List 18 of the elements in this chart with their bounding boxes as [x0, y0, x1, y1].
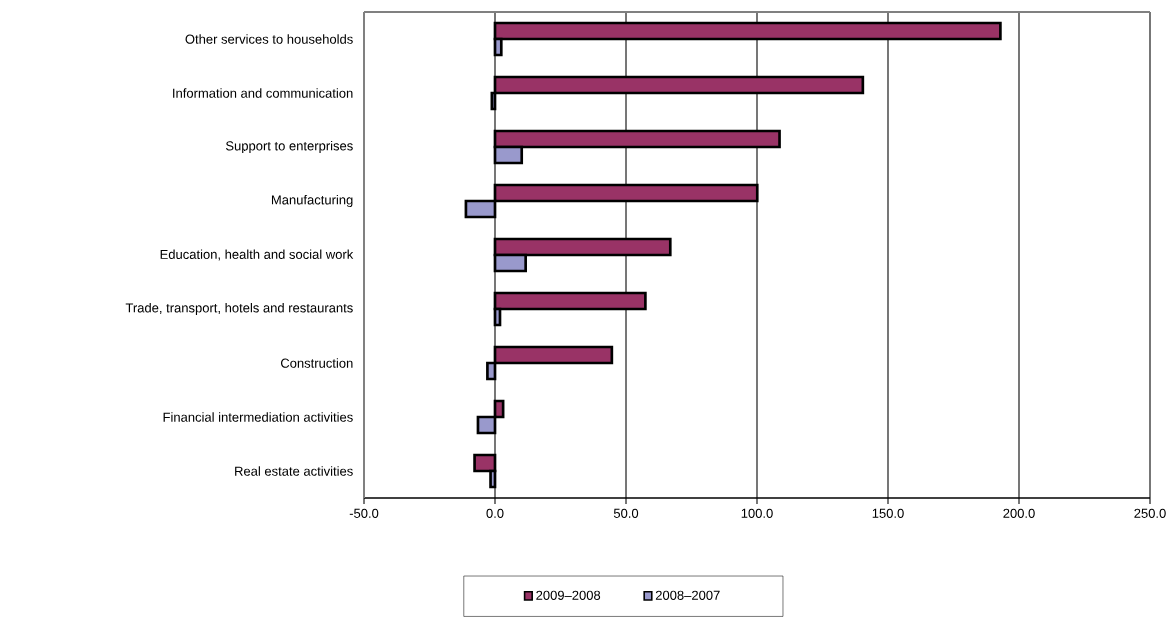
y-tick-label: Support to enterprises — [225, 140, 353, 154]
legend-label: 2009–2008 — [536, 590, 601, 600]
y-tick-label: Financial intermediation activities — [163, 412, 353, 422]
x-tick-label: -50.0 — [349, 508, 379, 518]
y-tick-label: Trade, transport, hotels and restaurants — [125, 302, 353, 316]
y-tick-label: Other services to households — [185, 34, 353, 44]
y-tick-label: Construction — [280, 358, 353, 368]
x-tick-label: 250.0 — [1134, 508, 1166, 518]
legend-label: 2008–2007 — [655, 590, 720, 600]
x-tick-label: 150.0 — [872, 508, 904, 518]
y-tick-label: Information and communication — [173, 88, 353, 98]
x-tick-label: 0.0 — [486, 508, 504, 518]
y-tick-label: Real estate activities — [235, 466, 353, 476]
y-tick-label: Education, health and social work — [160, 249, 354, 261]
x-tick-label: 50.0 — [613, 508, 639, 518]
x-tick-label: 200.0 — [1003, 508, 1035, 518]
y-tick-label: Manufacturing — [271, 194, 353, 208]
x-tick-label: 100.0 — [741, 508, 773, 518]
